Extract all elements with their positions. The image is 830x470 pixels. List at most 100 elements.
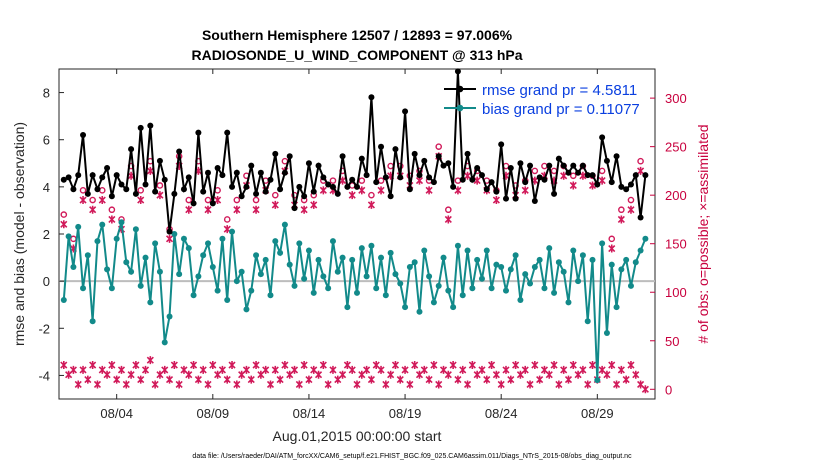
obs-count-marker — [281, 361, 289, 370]
rmse-point — [570, 162, 577, 169]
obs-count-marker — [550, 361, 558, 370]
bias-point — [613, 304, 620, 311]
bias-point — [142, 254, 149, 261]
bias-point — [406, 264, 413, 270]
bias-point — [334, 268, 341, 275]
obs-count-marker — [242, 365, 251, 374]
bias-point — [320, 273, 327, 280]
obs-possible-marker — [637, 157, 644, 165]
bias-point — [623, 256, 630, 263]
obs-count-marker — [377, 365, 385, 374]
rmse-point — [402, 108, 409, 115]
bias-point — [301, 275, 308, 282]
rmse-point — [156, 157, 163, 164]
bias-point — [594, 377, 601, 384]
bias-point — [478, 275, 485, 282]
bias-point — [344, 304, 351, 311]
obs-count-marker — [252, 361, 260, 370]
legend-rmse-marker — [456, 85, 464, 93]
rmse-point — [517, 160, 524, 167]
bias-point — [99, 221, 106, 228]
obs-assimilated-marker — [252, 205, 260, 214]
rmse-point — [166, 228, 173, 235]
bias-point — [426, 273, 433, 280]
obs-count-marker — [348, 365, 356, 374]
obs-count-marker — [339, 370, 347, 379]
rmse-point — [397, 174, 404, 181]
rmse-point — [296, 183, 303, 190]
bias-point — [579, 252, 586, 259]
obs-possible-marker — [435, 143, 443, 150]
obs-count-marker — [435, 380, 443, 389]
obs-count-marker — [127, 370, 135, 379]
bias-point — [214, 287, 221, 294]
obs-count-marker — [199, 365, 207, 374]
rmse-point — [584, 172, 591, 179]
bias-point — [454, 242, 461, 249]
y-right-tick-label: 300 — [665, 91, 687, 106]
obs-assimilated-marker — [637, 166, 645, 175]
rmse-point — [440, 162, 447, 169]
bias-point — [488, 285, 495, 292]
rmse-point — [315, 162, 322, 169]
obs-possible-marker — [223, 216, 231, 223]
bias-point — [152, 240, 159, 247]
obs-count-marker — [137, 375, 145, 384]
y-tick-label: 4 — [43, 180, 50, 195]
obs-assimilated-marker — [454, 186, 462, 195]
obs-count-marker — [60, 361, 68, 370]
rmse-point — [286, 153, 293, 160]
rmse-point — [541, 176, 548, 183]
bias-point — [257, 271, 264, 278]
obs-assimilated-marker — [214, 196, 222, 205]
obs-count-marker — [497, 380, 505, 389]
obs-assimilated-marker — [319, 186, 327, 195]
obs-possible-marker — [156, 182, 164, 189]
bias-point — [180, 235, 187, 242]
bias-point — [224, 297, 231, 303]
bias-point — [310, 289, 317, 296]
bias-point — [65, 233, 72, 240]
bias-point — [570, 247, 577, 254]
obs-count-marker — [459, 365, 467, 374]
obs-possible-marker — [531, 167, 539, 175]
obs-count-marker — [617, 365, 625, 374]
obs-assimilated-marker — [271, 200, 279, 209]
obs-count-marker — [430, 361, 438, 370]
rmse-point — [113, 172, 120, 179]
bias-point — [546, 245, 553, 252]
rmse-point — [531, 198, 538, 204]
bias-point — [402, 304, 409, 311]
bias-point — [397, 280, 404, 287]
plot-area — [58, 68, 656, 400]
obs-count-marker — [444, 370, 452, 379]
obs-assimilated-marker — [367, 200, 375, 209]
obs-count-marker — [223, 375, 231, 384]
bias-point — [281, 221, 288, 228]
bias-point — [325, 285, 332, 292]
rmse-point — [546, 162, 553, 169]
y-axis-label: rmse and bias (model - observation) — [11, 122, 27, 346]
rmse-point — [435, 153, 442, 160]
obs-assimilated-marker — [627, 205, 635, 214]
bias-point — [632, 259, 639, 266]
bias-point — [493, 261, 500, 268]
bias-point — [262, 256, 269, 263]
bias-point — [89, 318, 96, 325]
obs-count-marker — [74, 380, 82, 389]
rmse-point — [94, 186, 101, 193]
bias-point — [104, 266, 111, 273]
obs-count-marker — [425, 375, 433, 384]
legend-bias-label: bias grand pr = 0.11077 — [482, 101, 640, 118]
rmse-point — [469, 176, 476, 183]
obs-count-marker — [622, 375, 630, 384]
bias-point — [522, 271, 529, 278]
bias-point — [618, 266, 625, 273]
rmse-point — [498, 141, 505, 148]
bias-line — [62, 221, 647, 381]
obs-count-marker — [454, 375, 462, 384]
obs-count-marker — [483, 375, 491, 384]
obs-count-marker — [204, 380, 212, 389]
rmse-point — [209, 200, 216, 207]
